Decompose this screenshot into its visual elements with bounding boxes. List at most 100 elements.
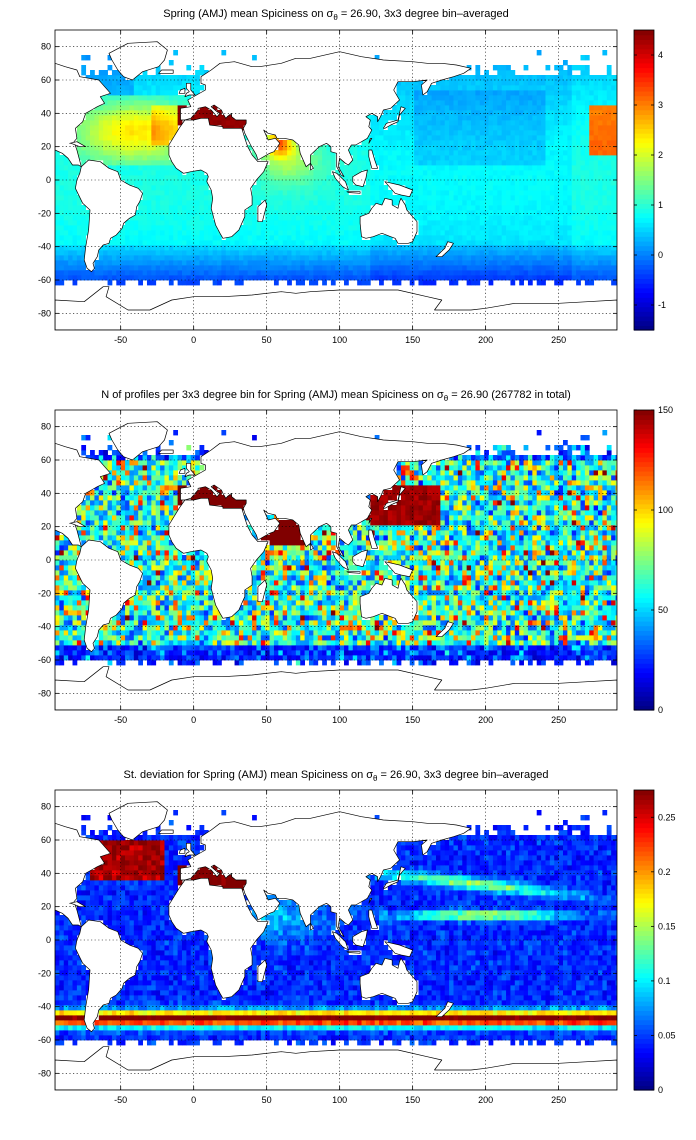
bin-cell	[431, 115, 437, 121]
bin-cell	[466, 230, 472, 236]
bin-cell	[282, 195, 288, 201]
bin-cell	[471, 245, 476, 251]
bin-cell	[422, 120, 428, 126]
bin-cell	[103, 130, 108, 136]
bin-cell	[580, 265, 586, 271]
bin-cell	[85, 650, 91, 656]
bin-cell	[479, 225, 485, 231]
bin-cell	[558, 175, 564, 181]
bin-cell	[344, 170, 349, 176]
bin-cell	[519, 195, 524, 201]
bin-cell	[396, 250, 402, 256]
bin-cell	[567, 75, 573, 81]
bin-cell	[449, 275, 454, 281]
bin-cell	[615, 195, 617, 201]
bin-cell	[466, 225, 472, 231]
bin-cell	[107, 525, 113, 531]
bin-cell	[103, 260, 108, 266]
bin-cell	[142, 605, 148, 611]
bin-cell	[234, 120, 240, 126]
colorbar-tick-label: 3	[658, 100, 663, 110]
bin-cell	[133, 460, 139, 466]
bin-cell	[602, 75, 608, 81]
bin-cell	[409, 175, 415, 181]
bin-cell	[444, 195, 450, 201]
bin-cell	[510, 275, 516, 281]
bin-cell	[527, 125, 533, 131]
bin-cell	[72, 640, 78, 646]
bin-cell	[151, 550, 157, 556]
bin-cell	[164, 160, 170, 166]
bin-cell	[103, 510, 108, 516]
bin-cell	[514, 215, 520, 221]
bin-cell	[282, 265, 288, 271]
bin-cell	[379, 125, 384, 131]
bin-cell	[181, 215, 187, 221]
bin-cell	[370, 115, 376, 121]
bin-cell	[151, 585, 157, 591]
bin-cell	[138, 155, 143, 161]
bin-cell	[203, 255, 209, 261]
bin-cell	[405, 80, 411, 86]
bin-cell	[501, 275, 507, 281]
bin-cell	[308, 175, 314, 181]
bin-cell	[133, 90, 139, 96]
bin-cell	[55, 150, 60, 156]
bin-cell	[589, 165, 595, 171]
bin-cell	[409, 210, 415, 216]
bin-cell	[203, 225, 209, 231]
bin-cell	[190, 245, 196, 251]
y-tick-label: 20	[41, 142, 51, 152]
bin-cell	[462, 210, 468, 216]
bin-cell	[146, 185, 152, 191]
bin-cell	[541, 165, 546, 171]
bin-cell	[63, 570, 69, 576]
bin-cell	[554, 90, 560, 96]
bin-cell	[606, 215, 612, 221]
bin-cell	[111, 255, 117, 261]
bin-cell	[120, 170, 126, 176]
bin-cell	[160, 170, 165, 176]
bin-cell	[532, 80, 538, 86]
bin-cell	[405, 195, 411, 201]
bin-cell	[107, 55, 113, 61]
bin-cell	[615, 105, 617, 111]
bin-cell	[541, 90, 546, 96]
bin-cell	[532, 140, 538, 146]
bin-cell	[344, 195, 349, 201]
bin-cell	[287, 250, 292, 256]
bin-cell	[199, 260, 205, 266]
bin-cell	[291, 260, 297, 266]
bin-cell	[471, 270, 476, 276]
bin-cell	[387, 135, 393, 141]
bin-cell	[186, 195, 192, 201]
bin-cell	[155, 260, 161, 266]
bin-cell	[598, 95, 603, 101]
bin-cell	[549, 110, 555, 116]
bin-cell	[571, 85, 577, 91]
bin-cell	[225, 260, 231, 266]
bin-cell	[63, 215, 69, 221]
bin-cell	[396, 260, 402, 266]
bin-cell	[129, 500, 135, 506]
bin-cell	[598, 115, 603, 121]
bin-cell	[615, 135, 617, 141]
bin-cell	[68, 605, 73, 611]
bin-cell	[155, 165, 161, 171]
bin-cell	[554, 265, 560, 271]
bin-cell	[435, 95, 441, 101]
bin-cell	[55, 605, 60, 611]
bin-cell	[221, 240, 227, 246]
bin-cell	[519, 125, 524, 131]
bin-cell	[155, 195, 161, 201]
bin-cell	[282, 210, 288, 216]
bin-cell	[562, 245, 568, 251]
bin-cell	[120, 485, 126, 491]
bin-cell	[155, 610, 161, 616]
bin-cell	[98, 265, 104, 271]
bin-cell	[98, 105, 104, 111]
bin-cell	[558, 135, 564, 141]
bin-cell	[541, 135, 546, 141]
bin-cell	[606, 110, 612, 116]
bin-cell	[514, 120, 520, 126]
